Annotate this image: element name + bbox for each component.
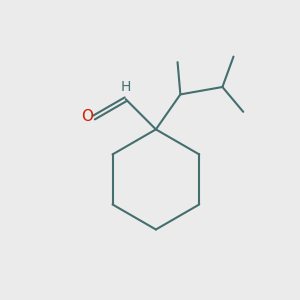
Text: H: H [121,80,131,94]
Text: O: O [81,109,93,124]
